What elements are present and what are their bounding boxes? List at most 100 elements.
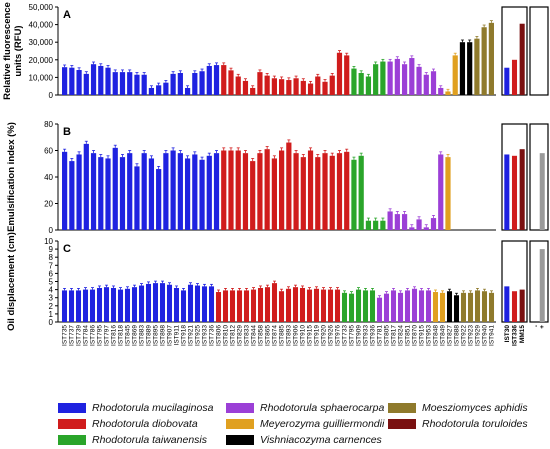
bar xyxy=(292,287,299,322)
bar xyxy=(206,65,212,95)
bar xyxy=(90,153,97,230)
bar xyxy=(83,73,89,95)
bar xyxy=(134,74,140,95)
bar xyxy=(75,290,82,322)
panel-letter: C xyxy=(63,243,71,255)
y-tick-label: 6 xyxy=(49,269,54,278)
legend-label: Meyerozyma guilliermondii xyxy=(260,418,385,430)
legend-swatch xyxy=(388,403,416,413)
x-tick-label: IST925 xyxy=(195,325,202,346)
bar xyxy=(423,227,429,230)
x-tick-label: IST929 xyxy=(475,325,482,346)
x-tick-label: IST885 xyxy=(279,325,286,346)
bar xyxy=(96,287,103,322)
reference-bar xyxy=(511,155,518,230)
bar xyxy=(459,42,466,95)
bar xyxy=(192,73,198,95)
bar xyxy=(145,283,152,322)
y-axis-label: Relative fluorescenceunits (RFU) xyxy=(2,2,24,100)
bar xyxy=(236,290,243,322)
bar xyxy=(61,290,68,322)
bar xyxy=(474,38,480,95)
bar xyxy=(257,287,264,322)
y-tick-label: 10 xyxy=(44,237,53,246)
bar xyxy=(481,27,487,96)
bar xyxy=(228,150,234,230)
bar xyxy=(235,150,241,230)
bar xyxy=(329,75,335,95)
bar xyxy=(264,75,270,95)
legend-item-sphaerocarpa: Rhodotorula sphaerocarpa xyxy=(226,401,384,415)
bar xyxy=(105,158,111,230)
x-tick-label: IST736 xyxy=(209,325,216,346)
bar xyxy=(62,67,68,95)
x-tick-label: IST810 xyxy=(223,325,230,346)
legend-swatch xyxy=(58,435,86,445)
y-tick-label: 40 xyxy=(44,173,53,182)
bar xyxy=(438,87,444,95)
legend-label: Rhodotorula taiwanensis xyxy=(92,434,207,446)
bar xyxy=(141,74,147,95)
y-axis-label-line: Relative fluorescence xyxy=(2,2,13,100)
bar xyxy=(322,153,328,230)
bar xyxy=(373,220,379,230)
x-tick-label: IST781 xyxy=(377,325,384,346)
y-tick-label: 1 xyxy=(49,310,54,319)
x-tick-label: IST874 xyxy=(272,325,279,346)
bar xyxy=(467,292,474,322)
reference-bar xyxy=(511,291,518,322)
bar xyxy=(387,61,393,95)
reference-bar xyxy=(504,67,510,95)
bar xyxy=(300,80,306,95)
y-tick-label: 0 xyxy=(49,91,54,100)
legend-label: Vishniacozyma carnences xyxy=(260,434,382,446)
bar xyxy=(313,288,320,322)
bar xyxy=(416,66,422,95)
y-tick-label: 3 xyxy=(49,294,54,303)
bar xyxy=(199,159,205,230)
bar xyxy=(117,289,124,322)
bar xyxy=(327,289,334,322)
bar xyxy=(387,211,393,230)
x-tick-label: IST953 xyxy=(426,325,433,346)
y-tick-label: 0 xyxy=(49,226,54,235)
y-tick-label: 20 xyxy=(44,200,53,209)
bar xyxy=(307,150,314,230)
bar xyxy=(103,287,110,322)
bar xyxy=(432,292,439,322)
reference-tick-label: IST30 xyxy=(504,325,511,343)
x-tick-label: IST888 xyxy=(454,325,461,346)
bar xyxy=(279,150,285,230)
control-panel-frame xyxy=(529,240,549,323)
bar xyxy=(334,289,341,322)
y-tick-label: 8 xyxy=(49,253,54,262)
bar xyxy=(152,283,159,322)
bar xyxy=(474,290,481,322)
figure-canvas: 0 10,000 20,000 30,000 40,000 50,000 Relative … xyxy=(2,2,549,346)
reference-bar xyxy=(511,59,518,95)
bar xyxy=(127,72,133,95)
bar xyxy=(351,68,357,95)
bar xyxy=(446,291,453,322)
bar xyxy=(250,87,256,95)
x-tick-label: IST915 xyxy=(419,325,426,346)
x-tick-label: IST889 xyxy=(146,325,153,346)
x-tick-label: IST827 xyxy=(447,325,454,346)
x-tick-label: IST848 xyxy=(433,325,440,346)
bar xyxy=(98,157,104,230)
bar xyxy=(257,72,263,95)
control-bar xyxy=(539,249,545,322)
bar xyxy=(264,149,270,230)
control-panel-frame xyxy=(529,123,549,231)
bar xyxy=(329,155,335,230)
bar xyxy=(134,166,140,230)
x-tick-label: IST920 xyxy=(321,325,328,346)
x-tick-label: IST733 xyxy=(342,325,349,346)
bar xyxy=(336,52,343,95)
legend-swatch xyxy=(58,419,86,429)
bar xyxy=(460,292,467,322)
bar xyxy=(348,293,355,322)
bar xyxy=(452,55,458,95)
x-tick-label: IST936 xyxy=(370,325,377,346)
bar xyxy=(124,288,131,322)
